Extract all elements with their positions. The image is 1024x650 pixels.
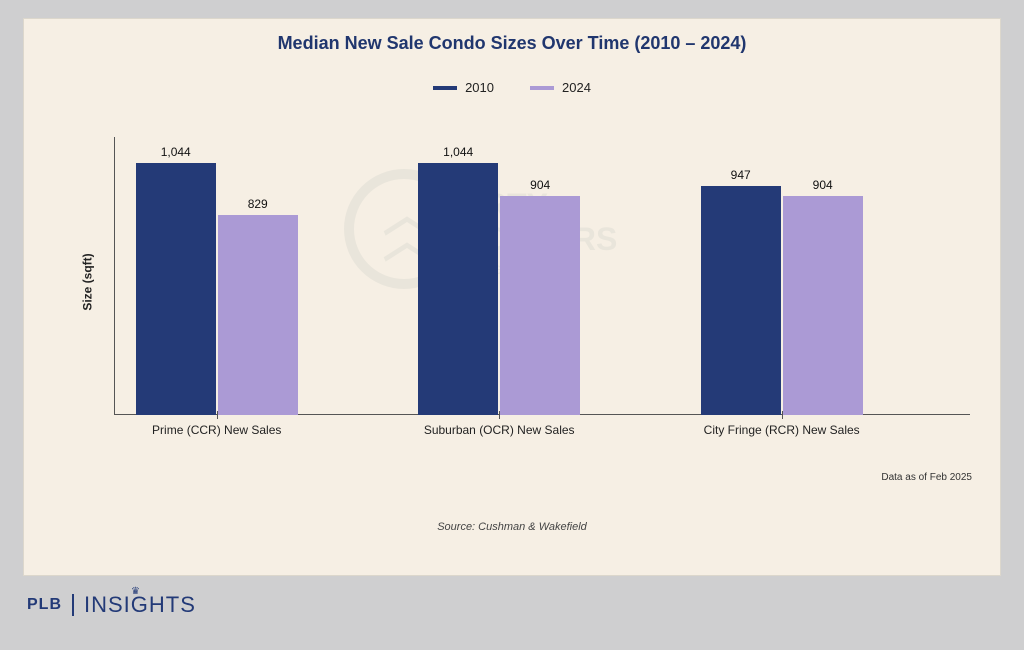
bar-value-label: 947 [701, 168, 781, 182]
y-axis-label: Size (sqft) [81, 253, 95, 310]
x-tick [499, 411, 500, 419]
y-axis-label-container: Size (sqft) [78, 149, 98, 415]
plot-area: 1,044829Prime (CCR) New Sales 1,044904Sub… [114, 149, 970, 415]
brand-word: INSIGHTS ♛ [84, 592, 196, 618]
bar-2010: 1,044 [418, 163, 498, 415]
data-asof-note: Data as of Feb 2025 [881, 472, 972, 483]
legend-swatch-2010 [433, 86, 457, 90]
bar-2024: 829 [218, 215, 298, 415]
category-label: Prime (CCR) New Sales [87, 423, 347, 437]
crown-icon: ♛ [131, 586, 141, 597]
legend-swatch-2024 [530, 86, 554, 90]
category-label: Suburban (OCR) New Sales [369, 423, 629, 437]
x-tick [782, 411, 783, 419]
bar-value-label: 904 [500, 178, 580, 192]
bar-2010: 1,044 [136, 163, 216, 415]
x-tick [217, 411, 218, 419]
chart-panel: Median New Sale Condo Sizes Over Time (2… [23, 18, 1001, 576]
legend: 2010 2024 [24, 80, 1000, 95]
legend-item-2010: 2010 [433, 80, 494, 95]
bar-value-label: 904 [783, 178, 863, 192]
bar-group: 1,044904Suburban (OCR) New Sales [399, 163, 599, 415]
category-label: City Fringe (RCR) New Sales [652, 423, 912, 437]
footer-brand: PLB INSIGHTS ♛ [23, 592, 1001, 618]
bar-value-label: 1,044 [418, 145, 498, 159]
legend-item-2024: 2024 [530, 80, 591, 95]
bar-2024: 904 [783, 196, 863, 415]
y-axis-line [114, 137, 115, 415]
source-note: Source: Cushman & Wakefield [24, 521, 1000, 533]
bar-value-label: 1,044 [136, 145, 216, 159]
bar-group: 947904City Fringe (RCR) New Sales [682, 186, 882, 415]
legend-label-2024: 2024 [562, 80, 591, 95]
bar-value-label: 829 [218, 197, 298, 211]
bar-group: 1,044829Prime (CCR) New Sales [117, 163, 317, 415]
brand-short: PLB [27, 596, 62, 614]
legend-label-2010: 2010 [465, 80, 494, 95]
bar-2024: 904 [500, 196, 580, 415]
chart-title: Median New Sale Condo Sizes Over Time (2… [24, 19, 1000, 54]
brand-divider [72, 594, 74, 616]
bar-2010: 947 [701, 186, 781, 415]
